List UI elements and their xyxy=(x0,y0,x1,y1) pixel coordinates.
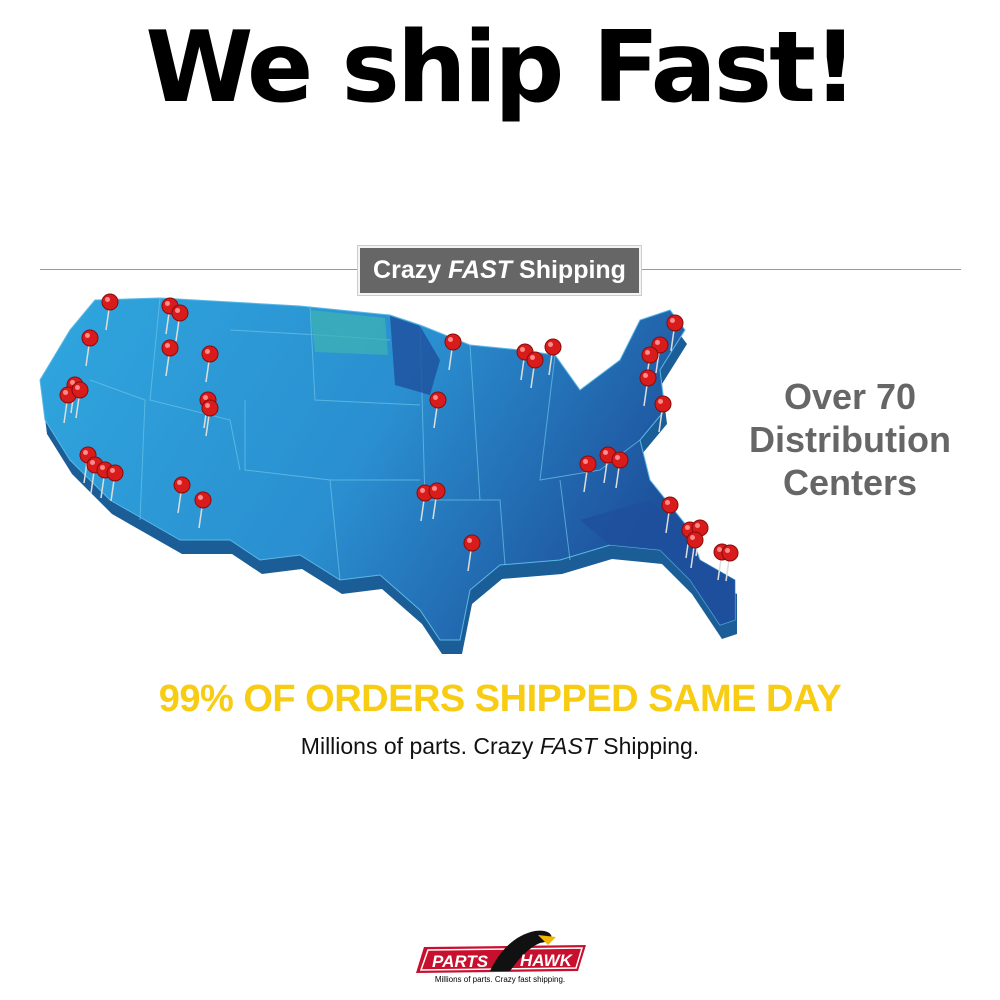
map-pin-icon xyxy=(429,391,447,429)
map-pin-icon xyxy=(106,464,124,502)
divider-left xyxy=(40,269,358,270)
parts-hawk-logo: PARTS HAWK Millions of parts. Crazy fast… xyxy=(410,925,590,987)
map-pin-icon xyxy=(526,351,544,389)
map-pin-icon xyxy=(428,482,446,520)
map-pin-icon xyxy=(463,534,481,572)
map-pin-icon xyxy=(579,455,597,493)
map-pin-icon xyxy=(654,395,672,433)
banner: Crazy FAST Shipping xyxy=(357,245,642,296)
tagline-suffix: Shipping. xyxy=(596,733,700,759)
state-highlight xyxy=(310,310,388,355)
us-map xyxy=(39,293,739,654)
map-pin-icon xyxy=(71,381,89,419)
distribution-centers-text: Over 70 Distribution Centers xyxy=(740,375,960,504)
logo-word-hawk: HAWK xyxy=(520,951,574,970)
map-pin-icon xyxy=(641,346,659,384)
map-pin-icon xyxy=(201,345,219,383)
map-pin-icon xyxy=(611,451,629,489)
pins xyxy=(59,293,739,582)
divider-right xyxy=(641,269,961,270)
headline: We ship Fast! xyxy=(145,11,857,125)
hawk-logo-graphic: PARTS HAWK xyxy=(416,930,586,973)
map-pin-icon xyxy=(721,544,739,582)
banner-emphasis: FAST xyxy=(448,256,513,284)
map-pin-icon xyxy=(686,531,704,569)
map-pin-icon xyxy=(86,456,104,494)
tagline-emphasis: FAST xyxy=(539,733,597,759)
map-pin-icon xyxy=(639,369,657,407)
map-pin-icon xyxy=(161,339,179,377)
tagline-prefix: Millions of parts. Crazy xyxy=(300,733,540,759)
map-pin-icon xyxy=(171,304,189,342)
logo-tagline: Millions of parts. Crazy fast shipping. xyxy=(434,975,566,984)
state-highlight xyxy=(580,500,735,625)
distribution-line-1: Over 70 xyxy=(783,376,917,417)
map-pin-icon xyxy=(101,293,119,331)
map-pin-icon xyxy=(173,476,191,514)
distribution-line-3: Centers xyxy=(782,462,918,503)
same-day-headline: 99% OF ORDERS SHIPPED SAME DAY xyxy=(158,678,842,720)
map-pin-icon xyxy=(666,314,684,352)
map-pin-icon xyxy=(194,491,212,529)
state-highlight xyxy=(390,316,440,395)
banner-suffix: Shipping xyxy=(519,256,626,284)
hawk-head-icon xyxy=(490,930,552,971)
map-pin-icon xyxy=(201,399,219,437)
banner-prefix: Crazy xyxy=(373,256,442,284)
distribution-line-2: Distribution xyxy=(749,419,951,460)
map-pin-icon xyxy=(81,329,99,367)
tagline: Millions of parts. Crazy FAST Shipping. xyxy=(0,733,1000,760)
map-pin-icon xyxy=(544,338,562,376)
logo-word-parts: PARTS xyxy=(432,952,489,971)
map-pin-icon xyxy=(444,333,462,371)
map-pin-icon xyxy=(661,496,679,534)
